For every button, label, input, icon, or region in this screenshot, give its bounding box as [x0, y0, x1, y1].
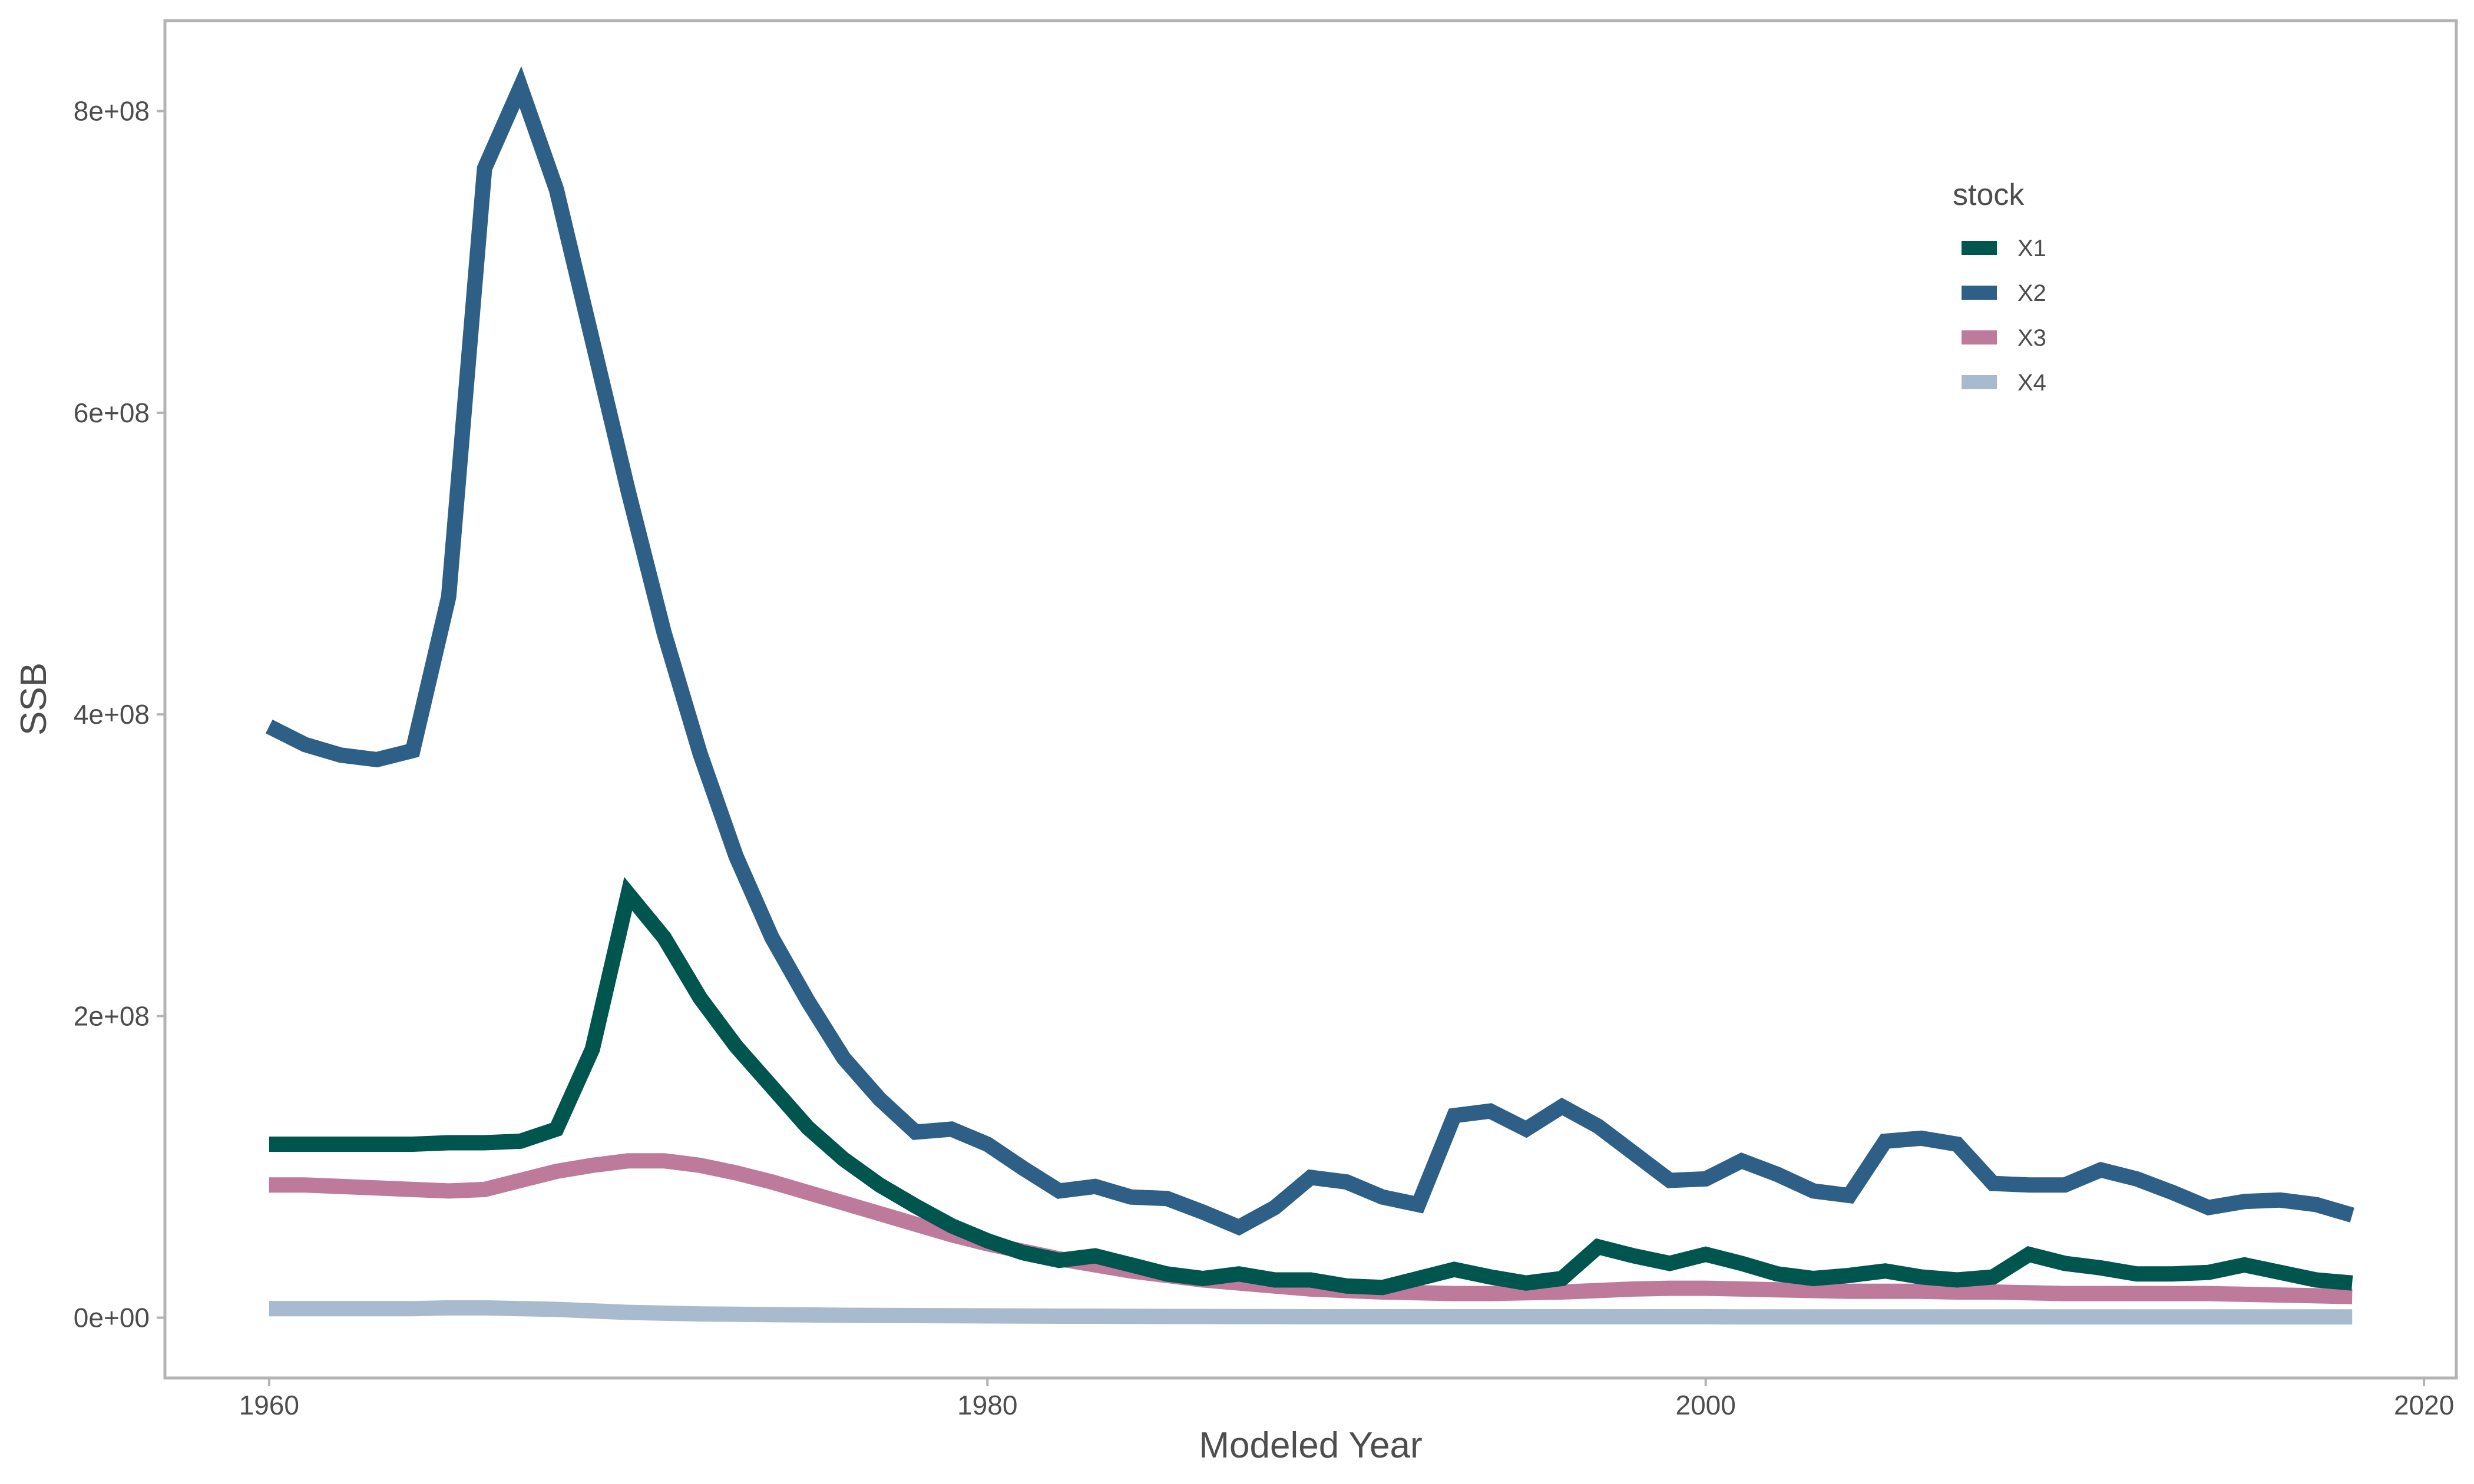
- legend-label-x2: X2: [2017, 280, 2046, 306]
- x-tick-label: 1960: [239, 1390, 299, 1420]
- x-axis: 1960 1980 2000 2020: [239, 1378, 2454, 1420]
- series-line-x2: [265, 66, 2354, 1236]
- series-line-x3: [269, 1153, 2353, 1304]
- legend-label-x1: X1: [2017, 236, 2046, 261]
- y-axis-title: SSB: [14, 662, 54, 736]
- legend-title: stock: [1953, 178, 2025, 212]
- series-line-x4: [269, 1300, 2353, 1325]
- series-line-x1: [269, 877, 2353, 1296]
- panel-border: [163, 19, 2458, 1380]
- series-lines: [265, 66, 2354, 1325]
- x-tick-label: 2020: [2394, 1390, 2454, 1420]
- y-tick-label: 8e+08: [74, 96, 150, 127]
- legend-label-x3: X3: [2017, 325, 2046, 351]
- y-tick-label: 4e+08: [74, 699, 150, 730]
- legend-items: X1 X2 X3 X4: [1962, 236, 2046, 396]
- y-tick-label: 0e+00: [74, 1303, 150, 1333]
- x-tick-label: 1980: [957, 1390, 1017, 1420]
- y-tick-label: 2e+08: [74, 1001, 150, 1031]
- x-tick-label: 2000: [1676, 1390, 1736, 1420]
- legend-label-x4: X4: [2017, 370, 2046, 396]
- y-tick-label: 6e+08: [74, 398, 150, 428]
- x-axis-title: Modeled Year: [1199, 1425, 1422, 1466]
- y-axis: 0e+00 2e+08 4e+08 6e+08 8e+08: [74, 96, 165, 1333]
- legend: stock X1 X2 X3 X4: [1953, 178, 2046, 396]
